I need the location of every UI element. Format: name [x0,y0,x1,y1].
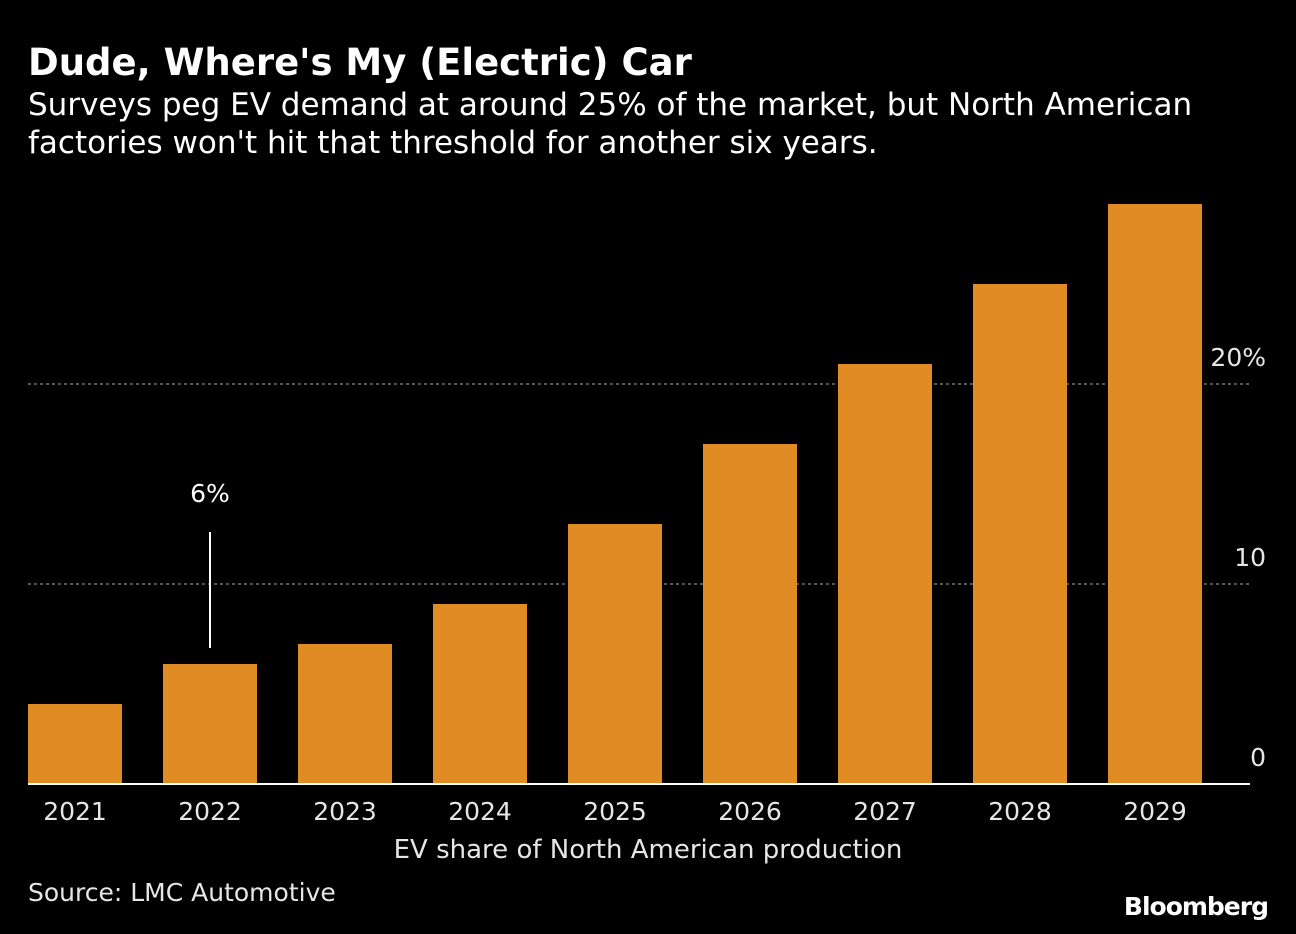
x-tick-label: 2026 [718,797,782,826]
bar-2026 [703,444,797,784]
annotation-label: 6% [190,479,230,508]
x-tick-label: 2028 [988,797,1052,826]
x-tick-label: 2022 [178,797,242,826]
y-tick-label: 20% [1210,343,1266,372]
x-axis-title: EV share of North American production [394,835,903,865]
bloomberg-logo: Bloomberg [1123,892,1269,921]
x-tick-label: 2025 [583,797,647,826]
x-tick-label: 2029 [1123,797,1187,826]
bar-2022 [163,664,257,784]
chart-subtitle: Surveys peg EV demand at around 25% of t… [28,87,1193,161]
x-tick-label: 2023 [313,797,377,826]
bar-2029 [1108,204,1202,784]
x-tick-label: 2021 [43,797,107,826]
source-note: Source: LMC Automotive [28,878,336,907]
x-tick-label: 2027 [853,797,917,826]
bar-2021 [28,704,122,784]
bar-2028 [973,284,1067,784]
bar-2027 [838,364,932,784]
y-tick-label: 10 [1234,543,1266,572]
x-tick-label: 2024 [448,797,512,826]
bar-2025 [568,524,662,784]
bar-2023 [298,644,392,784]
y-tick-label: 0 [1250,743,1266,772]
bar-2024 [433,604,527,784]
chart-title: Dude, Where's My (Electric) Car [28,41,692,84]
